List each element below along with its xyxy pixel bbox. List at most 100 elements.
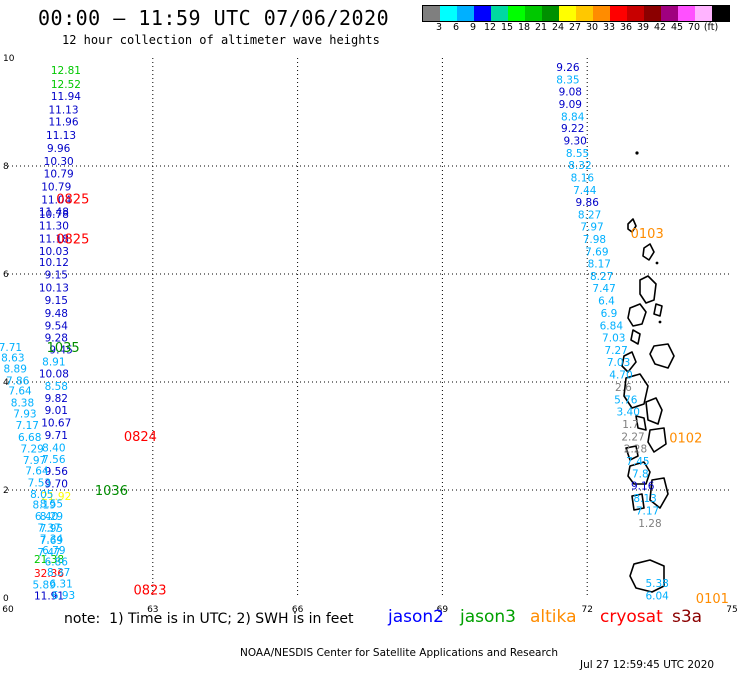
scale-swatch	[508, 6, 525, 21]
scale-swatch	[610, 6, 627, 21]
pass-time-label: 0825	[56, 232, 89, 247]
wave-height-label: 7.93	[13, 408, 36, 420]
wave-height-label: 8.16	[571, 172, 595, 184]
scale-tick-label: (ft)	[703, 22, 719, 33]
wave-height-label: 6.79	[42, 545, 65, 557]
wave-height-label: 5.89	[33, 580, 56, 592]
wave-height-label: 7.69	[585, 246, 608, 258]
wave-height-label: 11.30	[39, 220, 69, 232]
wave-height-label: 9.96	[47, 143, 71, 155]
wave-height-label: 9.54	[45, 320, 69, 332]
wave-height-label: 10.08	[39, 368, 69, 380]
scale-tick-label: 21	[534, 22, 548, 33]
island-outline	[631, 493, 645, 511]
wave-height-label: 8.27	[578, 210, 601, 222]
pass-time-label: 0825	[56, 192, 89, 207]
wave-height-label: 11.13	[48, 104, 78, 116]
x-tick-label: 63	[147, 605, 158, 615]
scale-swatch	[559, 6, 576, 21]
island-outline	[623, 373, 649, 409]
y-tick-label: 2	[3, 486, 9, 496]
scale-swatch	[712, 6, 729, 21]
wave-height-label: 11.13	[46, 130, 76, 142]
satellite-legend-s3a: s3a	[672, 607, 703, 627]
wave-height-label: 2.27	[621, 432, 644, 444]
wave-height-label: 8.05	[30, 489, 53, 501]
wave-height-label: 9.71	[45, 430, 68, 442]
wave-height-label: 7.17	[636, 506, 659, 518]
wave-height-label: 5.38	[645, 578, 668, 590]
pass-time-label: 1035	[47, 341, 80, 356]
island-outline	[639, 275, 657, 304]
scale-swatch	[423, 6, 440, 21]
scale-tick-label: 9	[469, 22, 477, 33]
wave-height-label: 1.28	[638, 518, 661, 530]
wave-height-label: 7.95	[40, 523, 63, 535]
wave-height-label: 11.18	[39, 233, 69, 245]
wave-height-label: 8.58	[45, 381, 68, 393]
wave-height-label: 10.79	[44, 169, 74, 181]
wave-height-label: 9.08	[559, 86, 582, 98]
wave-height-label: 10.67	[41, 418, 71, 430]
wave-height-label: 8.17	[588, 259, 611, 271]
wave-height-label: 9.15	[45, 270, 68, 282]
wave-height-label: 7.27	[604, 345, 627, 357]
satellite-legend-cryosat: cryosat	[600, 607, 663, 627]
wave-height-label: 7.03	[602, 333, 625, 345]
island-outline	[635, 415, 647, 431]
scale-swatch	[542, 6, 559, 21]
wave-height-label: 7.34	[40, 534, 64, 546]
wave-height-label: 6.9	[601, 308, 618, 320]
wave-height-label: 9.86	[576, 197, 600, 209]
wave-height-label: 10.78	[39, 209, 69, 221]
scale-tick-label: 3	[435, 22, 443, 33]
pass-time-label: 0824	[124, 430, 157, 445]
x-tick-label: 66	[292, 605, 304, 615]
satellite-legend-altika: altika	[530, 607, 577, 627]
island-outline	[629, 559, 665, 593]
island-dot	[658, 320, 662, 324]
scale-swatch	[525, 6, 542, 21]
wave-height-label: 11.94	[51, 91, 81, 103]
scale-tick-label: 12	[483, 22, 497, 33]
wave-height-label: 8.29	[40, 511, 63, 523]
scale-swatch	[593, 6, 610, 21]
x-tick-label: 72	[581, 605, 592, 615]
scale-swatch	[576, 6, 593, 21]
credit-timestamp: Jul 27 12:59:45 UTC 2020	[580, 659, 715, 671]
island-outline	[627, 218, 637, 233]
wave-height-label: 9.48	[45, 308, 68, 320]
scale-tick-label: 42	[653, 22, 667, 33]
wave-height-label: 9.15	[45, 295, 68, 307]
wave-height-label: 8.91	[42, 356, 65, 368]
wave-height-label: 8.13	[633, 493, 656, 505]
wave-height-label: 6.84	[600, 320, 624, 332]
satellite-legend-jason2: jason2	[388, 607, 444, 627]
wave-height-label: 7.44	[573, 185, 597, 197]
y-tick-label: 0	[3, 594, 9, 604]
x-tick-label: 60	[2, 605, 14, 615]
credit-text: NOAA/NESDIS Center for Satellite Applica…	[240, 647, 558, 659]
wave-height-label: 11.48	[39, 206, 69, 218]
wave-height-label: 9.26	[556, 62, 580, 74]
wave-height-label: 12.52	[51, 79, 81, 91]
scale-swatch	[440, 6, 457, 21]
wave-height-label: 1.7	[622, 419, 639, 431]
wave-height-label: 9.45	[49, 345, 72, 357]
pass-time-label: 0102	[669, 432, 702, 447]
wave-height-label: 10.13	[39, 283, 69, 295]
island-outline	[645, 397, 663, 425]
pass-time-label: 0103	[631, 227, 664, 242]
scale-tick-label: 18	[517, 22, 531, 33]
map-subtitle: 12 hour collection of altimeter wave hei…	[62, 33, 380, 47]
scale-tick-label: 36	[619, 22, 633, 33]
wave-height-label: 7.45	[626, 456, 649, 468]
island-outline	[627, 461, 651, 485]
wave-height-label: 7.86	[6, 375, 30, 387]
wave-height-label: 7.97	[23, 455, 46, 467]
wave-height-label: 8.35	[556, 75, 579, 87]
scale-tick-label: 27	[568, 22, 582, 33]
scale-tick-label: 33	[602, 22, 616, 33]
map-plot: 60 63 66 69 72 75024681012.8112.5211.9411.131…	[0, 54, 738, 615]
wave-height-label: 7.8	[632, 468, 649, 480]
